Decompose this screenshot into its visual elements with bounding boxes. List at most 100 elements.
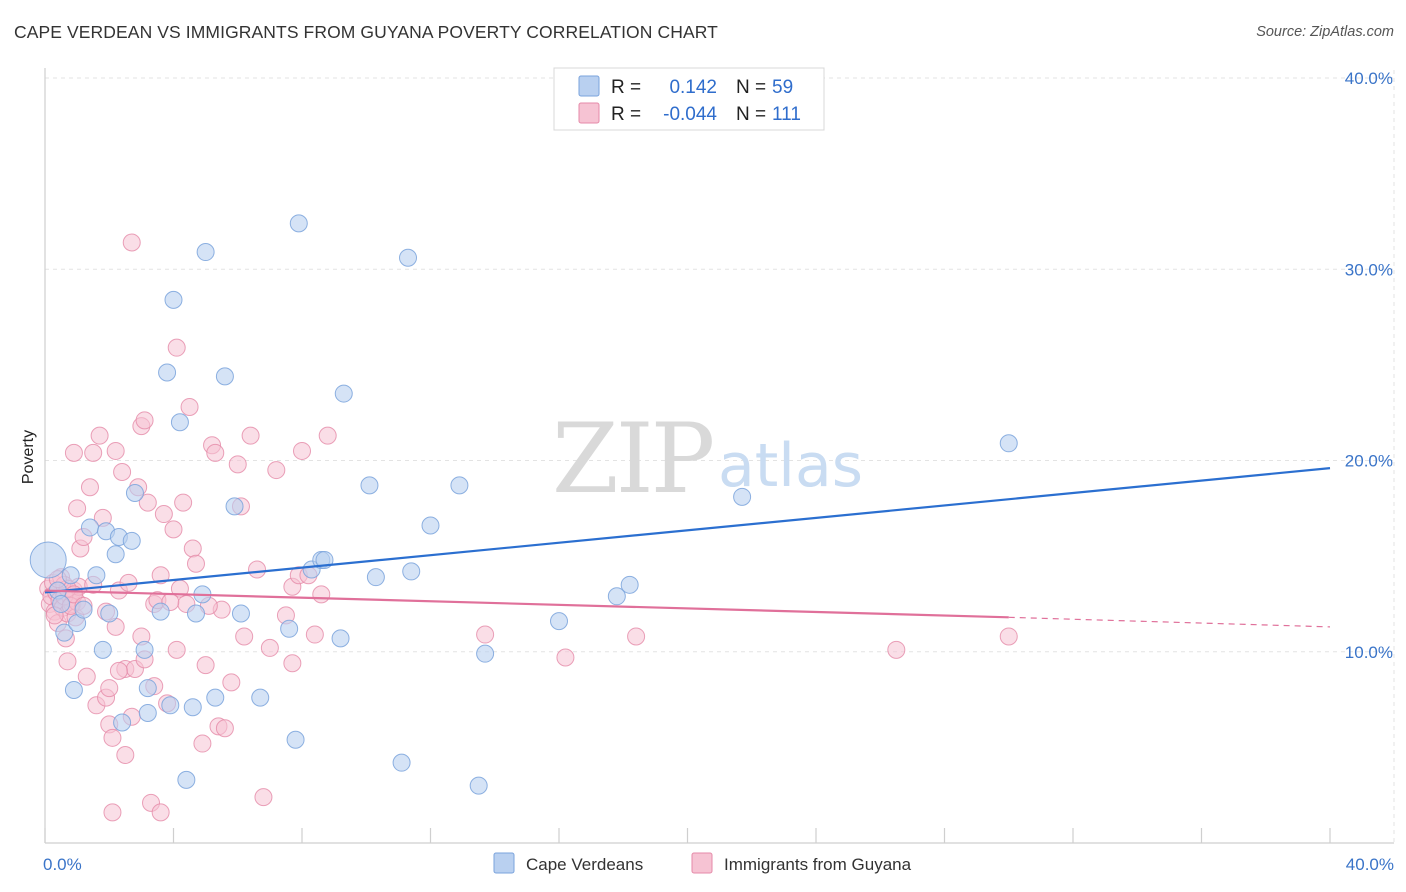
- y-axis-title: Poverty: [20, 430, 37, 484]
- legend-item-cape-verdeans-swatch: [493, 852, 515, 874]
- guyana-point: [122, 233, 141, 252]
- cape-verdean-point: [733, 487, 752, 506]
- source-attribution: Source: ZipAtlas.com: [1256, 24, 1394, 40]
- guyana-point: [260, 638, 279, 657]
- correlation-legend: R = 0.142 N = 59 R = -0.044 N = 111: [553, 67, 825, 131]
- guyana-point: [254, 788, 273, 807]
- cape-verdean-point: [334, 384, 353, 403]
- guyana-point: [103, 728, 122, 747]
- cape-verdean-point: [550, 612, 568, 631]
- guyana-point: [103, 803, 122, 822]
- cape-verdean-point: [186, 604, 205, 623]
- guyana-point: [248, 560, 267, 579]
- cape-verdean-point: [360, 476, 379, 495]
- legend-item-guyana: Immigrants from Guyana: [724, 855, 912, 874]
- cape-verdean-point: [100, 604, 119, 623]
- cape-verdean-point: [215, 367, 234, 386]
- cape-verdean-point: [225, 497, 244, 516]
- cape-verdean-point: [122, 531, 141, 550]
- cape-verdean-point: [231, 604, 250, 623]
- guyana-point: [100, 679, 119, 698]
- guyana-point: [64, 443, 83, 462]
- cape-verdean-point: [392, 753, 411, 772]
- cape-verdean-point: [206, 688, 225, 707]
- cape-verdean-point: [151, 602, 170, 621]
- guyana-point: [283, 654, 302, 673]
- cape-verdean-point: [286, 730, 305, 749]
- y-tick-label: 30.0%: [1345, 260, 1393, 279]
- guyana-point: [887, 640, 906, 659]
- watermark-zip: ZIP: [552, 403, 713, 515]
- cape-verdean-point: [366, 568, 385, 587]
- guyana-point: [305, 625, 324, 644]
- guyana-point: [167, 338, 186, 357]
- cape-verdean-point: [158, 363, 177, 382]
- guyana-point: [167, 640, 186, 659]
- guyana-point: [109, 661, 128, 680]
- guyana-point: [106, 441, 125, 460]
- x-tick-label-right: 40.0%: [1346, 855, 1394, 874]
- y-tick-label: 20.0%: [1345, 452, 1393, 471]
- guyana-point: [151, 566, 170, 585]
- watermark: ZIP atlas: [552, 403, 863, 515]
- cape-verdean-point: [251, 688, 270, 707]
- guyana-point: [476, 625, 495, 644]
- legend-swatch-blue: [578, 75, 600, 97]
- cape-verdean-point: [170, 413, 189, 432]
- trend-line-cape-verdeans: [44, 467, 1331, 594]
- cape-verdean-point: [29, 541, 67, 579]
- guyana-point: [215, 719, 234, 738]
- guyana-point: [228, 455, 247, 474]
- guyana-point: [90, 426, 109, 445]
- guyana-point: [183, 539, 202, 558]
- cape-verdean-point: [52, 594, 71, 613]
- guyana-point: [151, 803, 170, 822]
- cape-verdean-point: [80, 518, 99, 537]
- guyana-point: [164, 520, 183, 539]
- cape-verdean-point: [607, 587, 626, 606]
- guyana-point: [193, 734, 212, 753]
- legend-item-guyana-swatch: [691, 852, 713, 874]
- legend-item-cape-verdeans: Cape Verdeans: [526, 855, 643, 874]
- legend-n-value-1: 59: [772, 77, 793, 98]
- legend-r-label-2: R =: [611, 104, 641, 125]
- cape-verdean-point: [138, 703, 157, 722]
- guyana-point: [206, 443, 225, 462]
- guyana-point: [84, 443, 103, 462]
- guyana-point: [138, 493, 157, 512]
- guyana-point: [186, 554, 205, 573]
- cape-verdean-point: [399, 248, 418, 267]
- guyana-point: [58, 652, 77, 671]
- y-tick-label: 40.0%: [1345, 69, 1393, 88]
- guyana-point: [318, 426, 337, 445]
- trend-line-guyana-extension: [1008, 616, 1331, 628]
- trend-lines: [44, 467, 1331, 628]
- cape-verdean-point: [999, 434, 1018, 453]
- guyana-point: [80, 478, 99, 497]
- cape-verdean-point: [74, 600, 93, 619]
- cape-verdean-point: [331, 629, 350, 648]
- legend-n-label-2: N =: [736, 104, 766, 125]
- guyana-point: [222, 673, 241, 692]
- cape-verdean-point: [177, 770, 196, 789]
- guyana-point: [68, 499, 87, 518]
- legend-n-label-1: N =: [736, 77, 766, 98]
- axes: [44, 68, 1394, 844]
- series-guyana-points: [39, 233, 1018, 822]
- chart-title: CAPE VERDEAN VS IMMIGRANTS FROM GUYANA P…: [14, 22, 718, 42]
- axis-labels: Poverty 0.0% 40.0% 10.0% 20.0% 30.0% 40.0%: [20, 69, 1394, 874]
- guyana-point: [180, 397, 199, 416]
- cape-verdean-point: [87, 566, 106, 585]
- cape-verdean-point: [620, 575, 639, 594]
- legend-r-value-2: -0.044: [663, 104, 717, 125]
- guyana-point: [556, 648, 575, 667]
- guyana-point: [235, 627, 254, 646]
- cape-verdean-point: [469, 776, 488, 795]
- x-tick-label-left: 0.0%: [43, 855, 82, 874]
- cape-verdean-point: [161, 696, 180, 715]
- guyana-point: [293, 441, 311, 460]
- cape-verdean-point: [125, 484, 144, 503]
- series-cape-verdeans-points: [29, 214, 1018, 795]
- cape-verdean-point: [402, 562, 421, 581]
